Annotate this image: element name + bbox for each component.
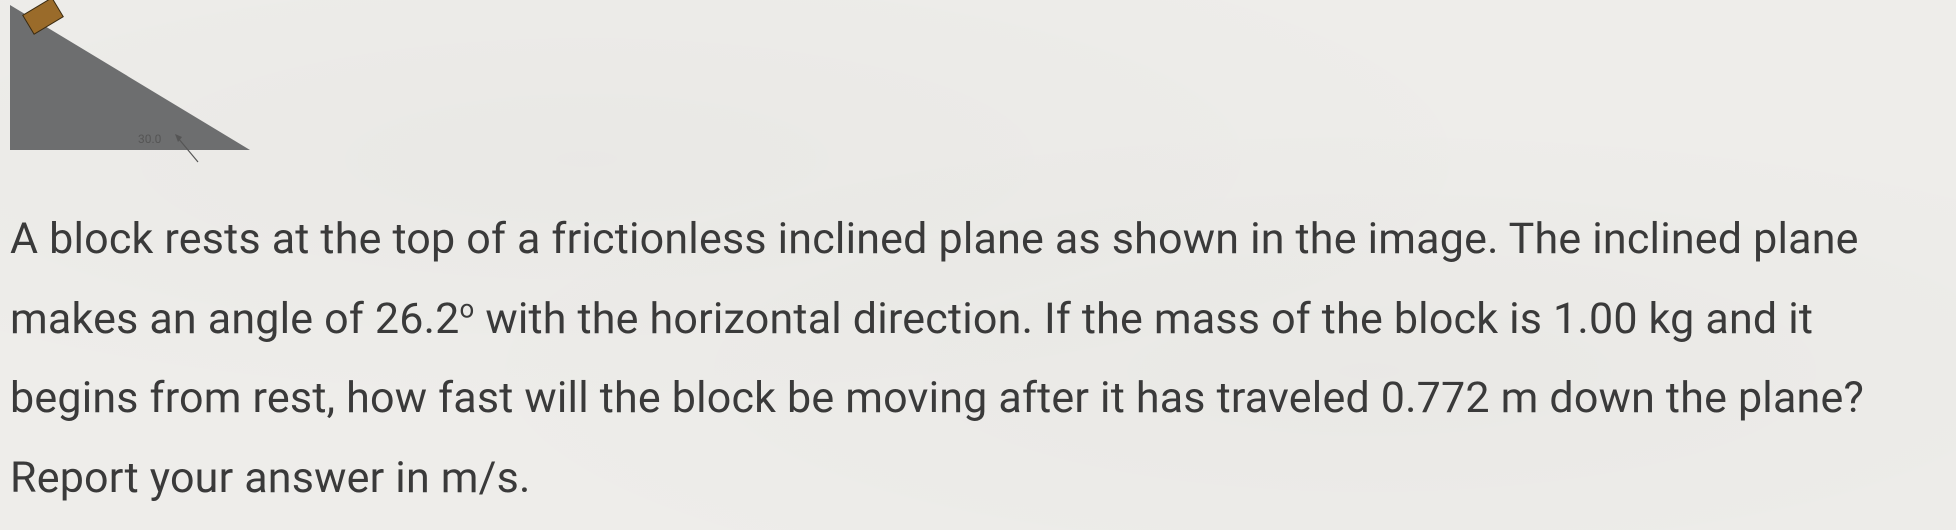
q-distance: 0.772 m [1381, 373, 1539, 423]
q-angle-unit: o [460, 294, 475, 324]
incline-svg: 30.0 [10, 0, 270, 170]
incline-angle-label: 30.0 [138, 132, 162, 146]
question-text: A block rests at the top of a frictionle… [10, 200, 1946, 518]
incline-diagram: 30.0 [10, 0, 270, 170]
q-after-angle: with the horizontal direction. If the ma… [474, 294, 1553, 344]
q-mass: 1.00 kg [1553, 294, 1694, 344]
q-angle-value: 26.2 [375, 294, 460, 344]
